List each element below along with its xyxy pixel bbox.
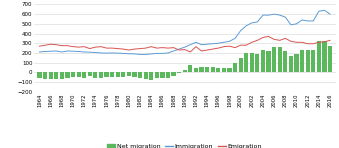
Bar	[93, 72, 97, 78]
Bar	[143, 72, 148, 79]
Bar	[37, 72, 42, 78]
Bar	[255, 54, 259, 72]
Bar	[199, 67, 204, 72]
Bar	[149, 72, 153, 80]
Bar	[48, 72, 53, 79]
Bar	[127, 72, 131, 76]
Bar	[60, 72, 64, 79]
Bar	[194, 67, 198, 72]
Bar	[77, 72, 81, 77]
Bar	[233, 63, 237, 72]
Bar	[211, 67, 215, 72]
Bar	[311, 50, 315, 72]
Bar	[227, 67, 232, 72]
Bar	[244, 53, 248, 72]
Legend: Net migration, Immigration, Emigration: Net migration, Immigration, Emigration	[105, 141, 264, 148]
Bar	[183, 70, 187, 72]
Bar	[160, 72, 164, 78]
Bar	[322, 41, 326, 72]
Bar	[82, 72, 86, 78]
Bar	[99, 72, 103, 78]
Bar	[239, 58, 243, 72]
Bar	[166, 72, 170, 78]
Bar	[305, 50, 310, 72]
Bar	[132, 72, 137, 77]
Bar	[172, 72, 176, 76]
Bar	[104, 72, 108, 77]
Bar	[283, 51, 287, 72]
Bar	[272, 47, 276, 72]
Bar	[116, 72, 120, 77]
Bar	[43, 72, 47, 79]
Bar	[294, 54, 299, 72]
Bar	[88, 72, 92, 76]
Bar	[188, 65, 193, 72]
Bar	[110, 72, 114, 77]
Bar	[328, 46, 332, 72]
Bar	[300, 50, 304, 72]
Bar	[65, 72, 69, 78]
Bar	[177, 72, 181, 73]
Bar	[155, 72, 159, 78]
Bar	[266, 51, 271, 72]
Bar	[261, 50, 265, 72]
Bar	[205, 67, 209, 72]
Bar	[317, 41, 321, 72]
Bar	[71, 72, 75, 77]
Bar	[222, 67, 226, 72]
Bar	[216, 67, 220, 72]
Bar	[289, 56, 293, 72]
Bar	[138, 72, 142, 78]
Bar	[278, 47, 282, 72]
Bar	[250, 53, 254, 72]
Bar	[121, 72, 125, 77]
Bar	[54, 72, 58, 79]
